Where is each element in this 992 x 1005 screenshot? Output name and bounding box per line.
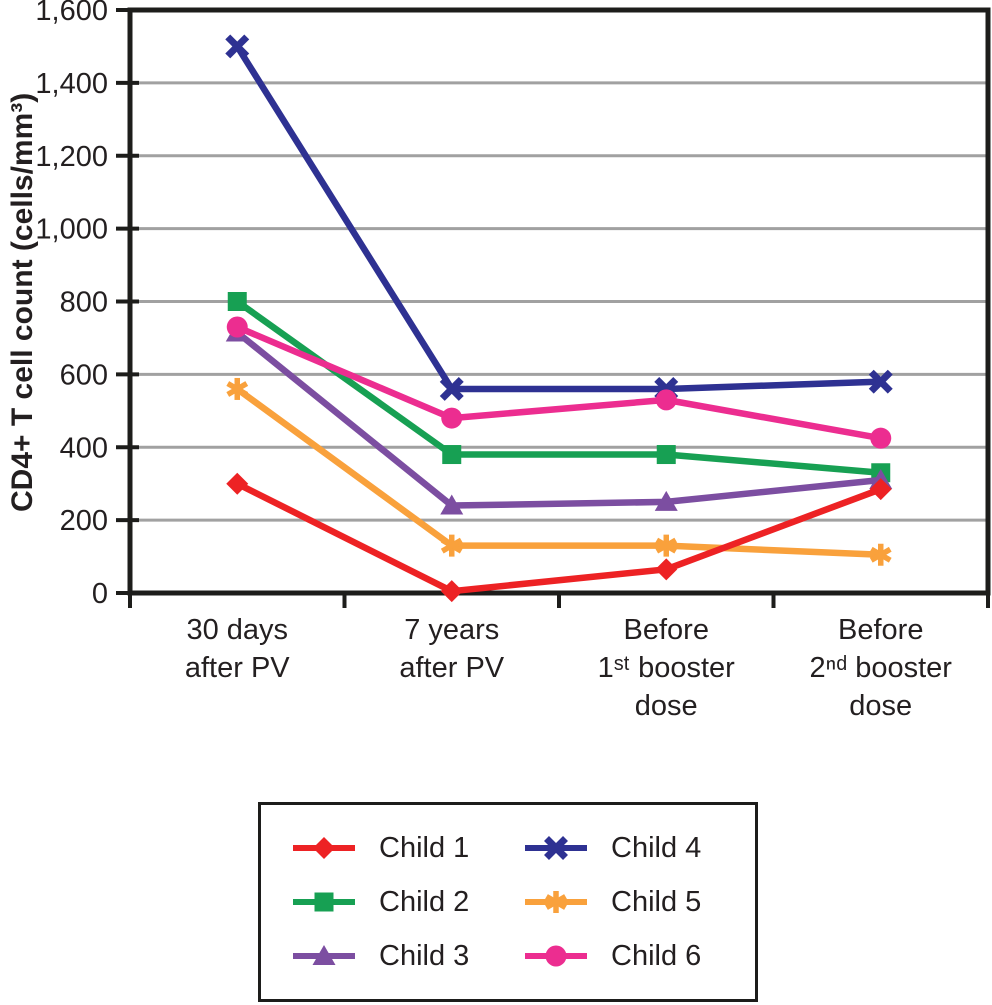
y-tick-label: 400 — [60, 432, 108, 464]
marker-triangle — [440, 494, 464, 515]
y-tick-label: 0 — [92, 578, 108, 610]
chart-legend: Child 1 Child 2 Child 3 Child 4 Child 5 Child… — [258, 802, 758, 1002]
y-tick-label: 200 — [60, 505, 108, 537]
marker-x — [439, 376, 464, 401]
legend-item-child-1: Child 1 — [291, 821, 523, 875]
marker-x — [868, 369, 893, 394]
marker-square — [442, 445, 462, 465]
series-line — [235, 298, 882, 476]
x-category-label: 30 days after PV — [185, 614, 290, 684]
legend-marker-circle-icon — [545, 945, 567, 967]
x-category-label: 7 years after PV — [399, 614, 504, 684]
legend-item-child-4: Child 4 — [523, 821, 755, 875]
marker-square — [227, 292, 247, 311]
marker-circle — [655, 389, 677, 411]
y-tick-label: 800 — [60, 287, 108, 319]
legend-label: Child 5 — [611, 885, 702, 918]
series-child-1 — [226, 472, 892, 603]
marker-asterisk — [226, 377, 249, 400]
series-line — [235, 329, 882, 509]
legend-marker-square-icon — [314, 892, 334, 912]
marker-asterisk — [440, 534, 463, 557]
series-line — [235, 480, 882, 595]
legend-item-child-6: Child 6 — [523, 929, 755, 983]
legend-label: Child 1 — [379, 831, 470, 864]
legend-marker-triangle-icon — [312, 945, 336, 965]
x-category-label: Before 2ⁿᵈ booster dose — [810, 614, 953, 722]
gridlines — [130, 81, 988, 522]
legend-swatch-asterisk — [525, 891, 587, 913]
legend-item-child-5: Child 5 — [523, 875, 755, 929]
series-child-6 — [226, 316, 892, 449]
marker-triangle — [654, 490, 678, 511]
marker-square — [656, 445, 676, 465]
marker-x — [225, 34, 250, 59]
marker-diamond — [655, 558, 678, 581]
legend-item-child-2: Child 2 — [291, 875, 523, 929]
series-child-4 — [225, 34, 893, 401]
legend-swatch-diamond — [293, 837, 355, 859]
series-line — [234, 44, 881, 393]
marker-circle — [441, 407, 463, 429]
legend-swatch-square — [293, 892, 355, 912]
legend-item-child-3: Child 3 — [291, 929, 523, 983]
legend-swatch-circle — [525, 945, 587, 967]
line-chart-plot-area: 0 200 400 600 800 1,000 1,200 1,400 1,600 30 days… — [35, 0, 991, 722]
legend-swatch-triangle — [293, 945, 355, 965]
y-tick-label: 1,400 — [35, 68, 108, 100]
y-tick-label: 600 — [60, 359, 108, 391]
legend-label: Child 4 — [611, 831, 702, 864]
legend-label: Child 3 — [379, 939, 470, 972]
y-axis: 0 200 400 600 800 1,000 1,200 1,400 1,600 — [35, 0, 139, 610]
marker-diamond — [226, 472, 249, 495]
series-child-3 — [225, 321, 893, 515]
series-line — [235, 324, 882, 442]
marker-asterisk — [869, 543, 892, 566]
x-axis: 30 days after PV 7 years after PV Before 1ˢᵗ … — [128, 593, 990, 722]
legend-marker-x-icon — [544, 836, 568, 860]
legend-marker-asterisk-icon — [545, 891, 567, 913]
x-category-label: Before 1ˢᵗ booster dose — [598, 614, 735, 722]
marker-circle — [226, 316, 248, 338]
y-tick-label: 1,600 — [35, 0, 108, 27]
legend-label: Child 6 — [611, 939, 702, 972]
legend-marker-diamond-icon — [313, 837, 335, 859]
series-line — [235, 386, 881, 558]
y-tick-label: 1,200 — [35, 141, 108, 173]
legend-label: Child 2 — [379, 885, 470, 918]
marker-asterisk — [655, 534, 678, 557]
legend-swatch-x — [525, 836, 587, 860]
series-child-5 — [226, 377, 892, 566]
marker-diamond — [440, 580, 463, 603]
y-tick-label: 1,000 — [35, 214, 108, 246]
marker-diamond — [869, 478, 892, 501]
marker-circle — [870, 427, 892, 449]
